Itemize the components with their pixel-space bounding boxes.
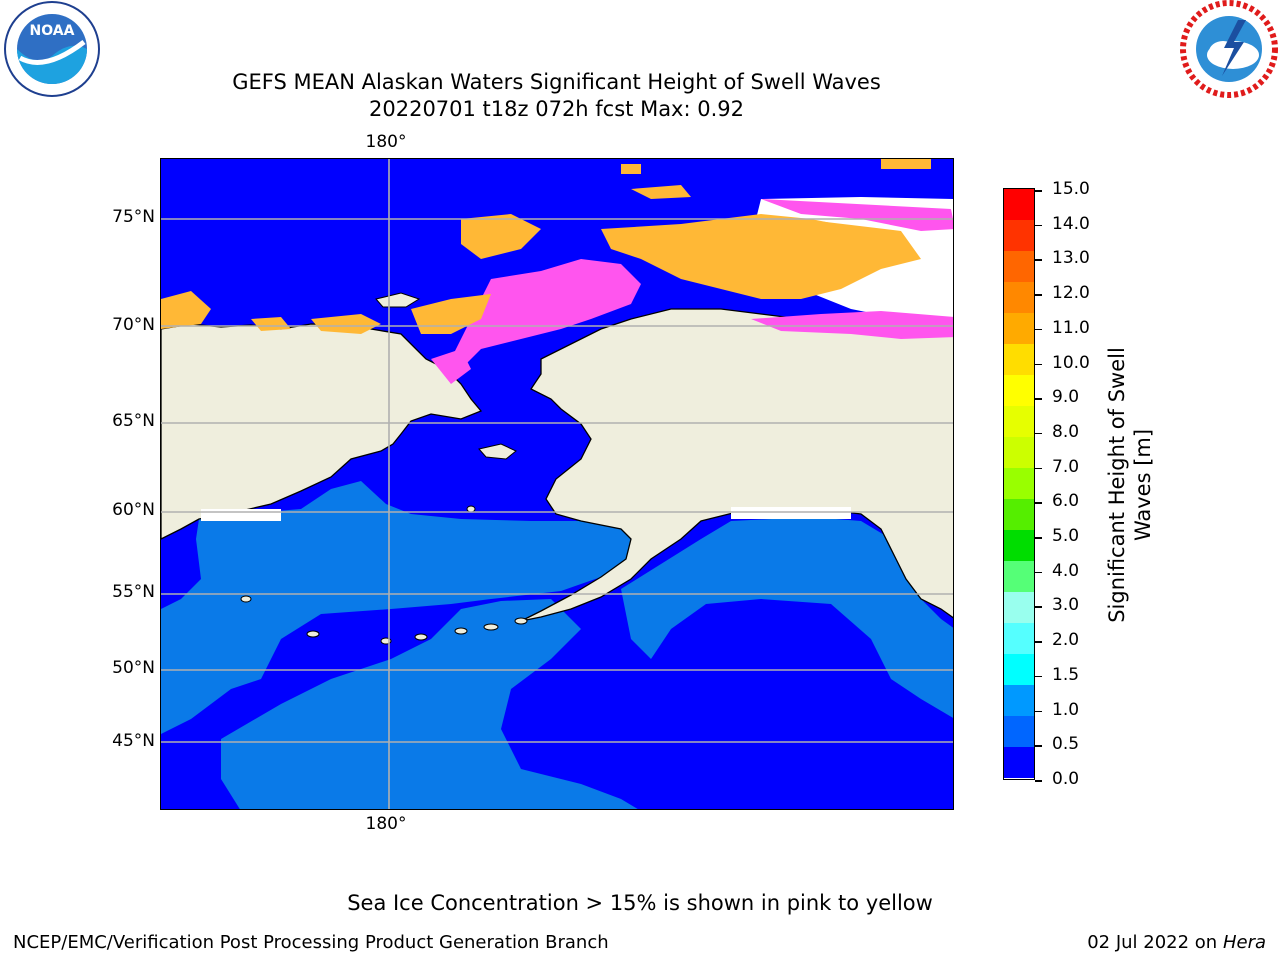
colorbar-segment: [1004, 530, 1034, 561]
colorbar-tick-label: 0.0: [1052, 769, 1080, 789]
colorbar-tick-label: 4.0: [1052, 560, 1080, 581]
colorbar-segment: [1004, 375, 1034, 406]
colorbar-tick-label: 5.0: [1052, 526, 1080, 547]
colorbar-tick-mark: [1035, 745, 1042, 747]
colorbar-tick-mark: [1035, 537, 1042, 539]
colorbar-segment: [1004, 685, 1034, 716]
map-plot: [160, 158, 954, 810]
colorbar-segment: [1004, 654, 1034, 685]
colorbar-tick-label: 12.0: [1052, 283, 1090, 304]
colorbar-tick-label: 13.0: [1052, 248, 1090, 269]
colorbar-tick-mark: [1035, 571, 1042, 574]
footer-date: 02 Jul 2022 on Hera: [1087, 932, 1266, 953]
colorbar-tick-label: 1.5: [1052, 664, 1080, 685]
footer-machine: Hera: [1222, 932, 1266, 953]
colorbar-segment: [1004, 561, 1034, 592]
colorbar-tick-label: 0.5: [1052, 734, 1080, 755]
lat-label-55n: 55°N: [112, 582, 155, 602]
colorbar-tick-label: 6.0: [1052, 491, 1080, 512]
sea-ice: [161, 159, 953, 384]
colorbar-tick-mark: [1035, 398, 1042, 400]
colorbar-tick-mark: [1035, 224, 1042, 227]
colorbar-tick-mark: [1035, 780, 1042, 782]
colorbar-segment: [1004, 344, 1034, 375]
colorbar-segment: [1004, 623, 1034, 654]
lat-label-65n: 65°N: [112, 411, 155, 431]
graticule: [161, 159, 953, 809]
nws-logo: [1178, 0, 1280, 100]
colorbar-tick-label: 2.0: [1052, 630, 1080, 651]
colorbar-segment: [1004, 282, 1034, 313]
colorbar-segment: [1004, 716, 1034, 747]
map-svg: [161, 159, 953, 809]
colorbar-tick-label: 1.0: [1052, 699, 1080, 720]
colorbar-title-line1: Significant Height of Swell: [1105, 347, 1129, 623]
colorbar-segment: [1004, 251, 1034, 282]
colorbar-tick-mark: [1035, 190, 1042, 192]
lat-label-50n: 50°N: [112, 658, 155, 678]
colorbar-segment: [1004, 468, 1034, 499]
colorbar-title-line2: Waves [m]: [1131, 428, 1155, 542]
colorbar-tick-label: 9.0: [1052, 387, 1080, 408]
noaa-logo: NOAA: [0, 0, 104, 100]
wrangel-island: [375, 292, 421, 308]
colorbar-tick-label: 3.0: [1052, 595, 1080, 616]
colorbar-segment: [1004, 499, 1034, 530]
lat-label-75n: 75°N: [112, 207, 155, 227]
footer-date-text: 02 Jul 2022 on: [1087, 932, 1223, 953]
ocean-mid-swell-west: [161, 481, 639, 734]
chart-subtitle: 20220701 t18z 072h fcst Max: 0.92: [369, 97, 744, 121]
colorbar-segment: [1004, 747, 1034, 778]
colorbar-tick-label: 11.0: [1052, 317, 1090, 338]
colorbar-segment: [1004, 189, 1034, 220]
colorbar-tick-label: 14.0: [1052, 213, 1090, 234]
colorbar-tick-mark: [1035, 467, 1042, 470]
colorbar-tick-label: 8.0: [1052, 421, 1080, 442]
ice-strip-east: [731, 507, 851, 519]
colorbar-tick-mark: [1035, 432, 1042, 435]
colorbar-tick-mark: [1035, 502, 1042, 504]
colorbar-tick-label: 15.0: [1052, 179, 1090, 199]
colorbar-title: Significant Height of Swell Waves [m]: [1104, 347, 1156, 623]
sea-ice-note: Sea Ice Concentration > 15% is shown in …: [347, 891, 933, 915]
ocean-mid-swell-south: [221, 599, 638, 809]
lat-label-70n: 70°N: [112, 315, 155, 335]
colorbar-tick-label: 10.0: [1052, 352, 1090, 373]
st-lawrence-island: [478, 443, 517, 460]
colorbar-segment: [1004, 220, 1034, 251]
colorbar-tick-mark: [1035, 675, 1042, 678]
ocean-mid-swell-gulf: [621, 517, 953, 718]
colorbar-segment: [1004, 437, 1034, 468]
lon-label-bottom: 180°: [365, 814, 407, 834]
colorbar-tick-mark: [1035, 328, 1042, 331]
chart-title: GEFS MEAN Alaskan Waters Significant Hei…: [232, 70, 881, 94]
colorbar-tick-mark: [1035, 363, 1042, 366]
lat-label-60n: 60°N: [112, 500, 155, 520]
lon-label-top: 180°: [365, 132, 407, 152]
colorbar-segment: [1004, 592, 1034, 623]
colorbar-segment: [1004, 406, 1034, 437]
aleutian-islands: [240, 505, 528, 645]
colorbar-tick-mark: [1035, 294, 1042, 296]
colorbar-tick-mark: [1035, 710, 1042, 713]
ice-strip-west: [201, 509, 281, 521]
lat-label-45n: 45°N: [112, 731, 155, 751]
colorbar-tick-mark: [1035, 641, 1042, 643]
colorbar-segment: [1004, 313, 1034, 344]
colorbar: [1003, 188, 1035, 780]
colorbar-tick-mark: [1035, 606, 1042, 608]
footer-branch: NCEP/EMC/Verification Post Processing Pr…: [13, 932, 609, 953]
colorbar-tick-label: 7.0: [1052, 456, 1080, 477]
colorbar-tick-mark: [1035, 259, 1042, 261]
noaa-logo-text: NOAA: [30, 23, 75, 39]
